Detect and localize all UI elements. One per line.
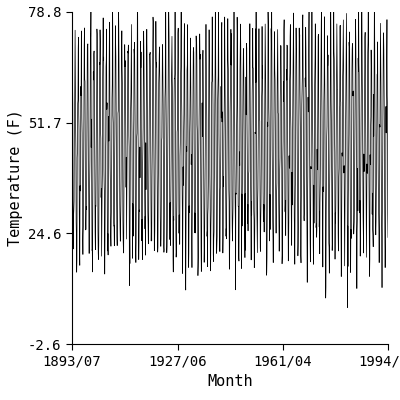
X-axis label: Month: Month bbox=[207, 374, 253, 389]
Y-axis label: Temperature (F): Temperature (F) bbox=[8, 110, 22, 246]
